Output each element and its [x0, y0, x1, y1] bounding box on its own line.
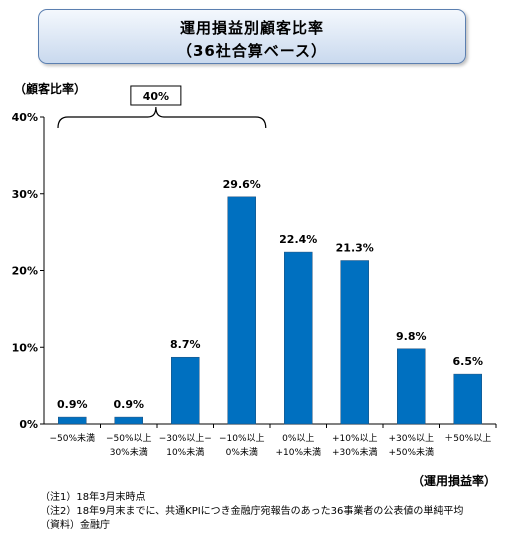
footnotes: （注1）18年3月末時点 （注2）18年9月末までに、共通KPIにつき金融庁宛報…	[40, 491, 463, 533]
x-tick-label: +30%未満	[332, 446, 378, 458]
bar	[453, 373, 482, 425]
x-tick-label: −50%未満	[49, 432, 95, 444]
y-tick-label: 10%	[12, 341, 38, 354]
x-tick-label: −10%以上	[219, 433, 265, 444]
bar-value-label: 0.9%	[57, 398, 88, 411]
y-tick-label: 20%	[12, 265, 38, 278]
annotation-label: 40%	[143, 90, 169, 103]
y-tick-label: 40%	[12, 111, 38, 124]
x-tick-label: −50%以上	[106, 433, 152, 444]
bar	[397, 348, 426, 425]
bar-value-label: 9.8%	[396, 330, 427, 343]
y-tick-label: 30%	[12, 188, 38, 201]
bar-value-label: 29.6%	[223, 178, 261, 191]
x-tick-label: +10%未満	[275, 446, 321, 458]
x-tick-label: +30%以上	[388, 433, 434, 444]
footnote-2: （注2）18年9月末までに、共通KPIにつき金融庁宛報告のあった36事業者の公表…	[40, 506, 464, 517]
chart-subtitle: （36社合算ベース）	[176, 42, 328, 60]
chart-title-box: 運用損益別顧客比率 （36社合算ベース）	[38, 9, 466, 64]
footnote-1: （注1）18年3月末時点	[40, 492, 146, 503]
bar	[340, 260, 369, 425]
bar-value-label: 21.3%	[336, 242, 374, 255]
bar-value-label: 22.4%	[279, 233, 317, 246]
x-tick-label: 10%未満	[166, 446, 204, 458]
y-axis-label: （顧客比率）	[14, 81, 86, 96]
bar	[284, 251, 313, 425]
y-tick-label: 0%	[19, 418, 38, 431]
x-axis-label: （運用損益率）	[412, 473, 496, 488]
bar	[227, 196, 256, 425]
bar	[58, 416, 87, 425]
x-tick-label: −30%以上−	[159, 433, 212, 444]
x-tick-label: ＋50%以上	[444, 433, 491, 444]
bar-value-label: 6.5%	[452, 355, 483, 368]
x-tick-label: +10%以上	[332, 433, 378, 444]
bracket-annotation	[57, 106, 267, 129]
bar	[114, 416, 143, 425]
x-tick-label: +50%未満	[388, 446, 434, 458]
annotation-box	[130, 85, 182, 106]
bar-value-label: 8.7%	[170, 338, 201, 351]
footnote-3: （資料）金融庁	[40, 520, 110, 531]
x-tick-label: 30%未満	[110, 446, 148, 458]
x-tick-label: 0%未満	[226, 446, 258, 458]
chart-title: 運用損益別顧客比率	[179, 19, 324, 37]
bar	[171, 356, 200, 425]
bar-value-label: 0.9%	[113, 398, 144, 411]
x-tick-label: 0%以上	[282, 433, 314, 444]
